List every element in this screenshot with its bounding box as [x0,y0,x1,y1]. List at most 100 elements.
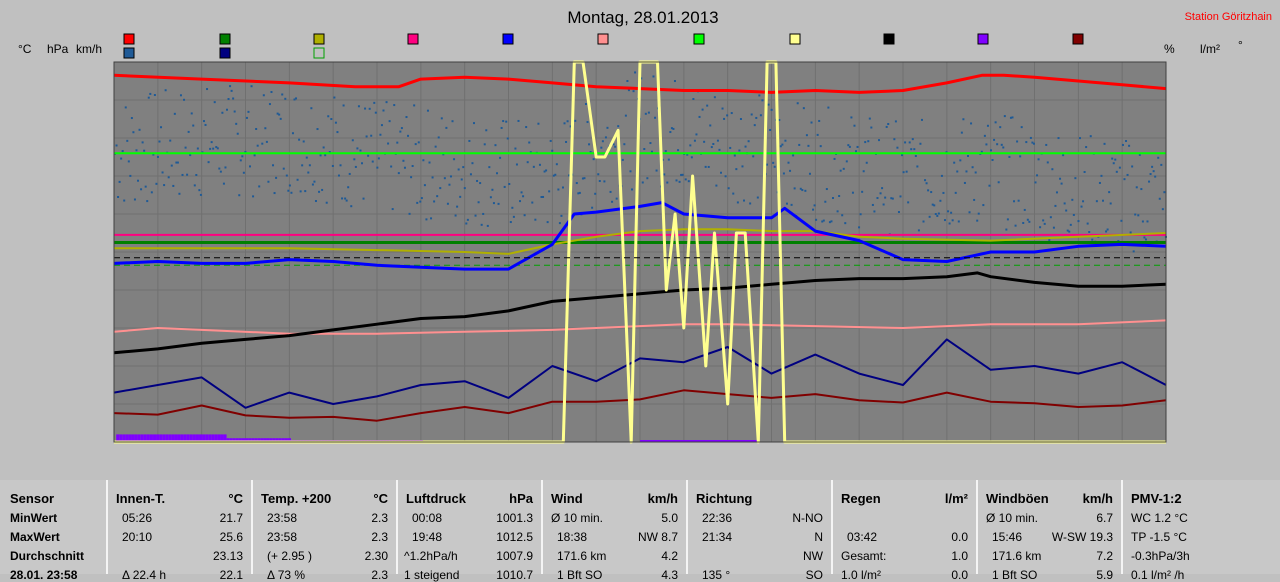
richtung-point [591,206,594,209]
richtung-point [799,187,802,190]
regen-bar [171,434,175,442]
richtung-point [1138,153,1141,156]
richtung-point [940,174,943,177]
richtung-point [965,170,968,173]
richtung-point [123,199,126,202]
richtung-point [686,153,689,156]
richtung-point [190,112,193,115]
richtung-point [551,149,554,152]
richtung-point [1137,214,1140,217]
richtung-point [466,218,469,221]
unit-lm2: l/m² [1200,42,1220,56]
regen-max-time: 03:42 [847,530,878,544]
regen-bar [180,434,184,442]
regen-bar [272,438,276,442]
luft-min-time: 00:08 [412,511,443,525]
richtung-point [224,166,227,169]
richtung-point [733,154,736,157]
richtung-point [1158,197,1161,200]
regen-bar [214,434,218,442]
richtung-point [675,179,678,182]
regen-max-value: 0.0 [951,530,968,544]
richtung-point [549,139,552,142]
richtung-point [534,218,537,221]
richtung-point [1063,202,1066,205]
richtung-point [721,107,724,110]
richtung-point [222,182,225,185]
richtung-point [925,182,928,185]
richtung-point [821,220,824,223]
legend-swatch [219,33,231,45]
richtung-point [736,201,739,204]
richtung-max-value: N [814,530,823,544]
richtung-point [321,188,324,191]
richtung-point [808,172,811,175]
richtung-point [770,108,773,111]
richtung-point [327,115,330,118]
boen-avg-value: 7.2 [1096,549,1113,563]
wind-avg10-label: Ø 10 min. [551,511,604,525]
richtung-point [351,139,354,142]
regen-bar [143,434,147,442]
richtung-point [1072,213,1075,216]
richtung-point [397,172,400,175]
richtung-point [370,134,373,137]
richtung-point [1111,157,1114,160]
richtung-point [759,114,762,117]
richtung-point [408,212,411,215]
richtung-point [818,119,821,122]
richtung-min-value: N-NO [792,511,823,525]
richtung-point [376,166,379,169]
unit-percent: % [1164,42,1175,56]
luft-trend: ^1.2hPa/h [404,549,458,563]
richtung-point [216,147,219,150]
richtung-point [855,150,858,153]
richtung-point [1118,166,1121,169]
stats-wind-column: Wind km/h Ø 10 min. 5.0 18:38 NW 8.7 171… [543,480,688,582]
t200-max-time: 23:58 [267,530,298,544]
luft-extra: 1 steigend [404,568,460,582]
richtung-point [951,219,954,222]
richtung-point [359,149,362,152]
richtung-point [502,120,505,123]
richtung-point [957,220,960,223]
richtung-min-time: 22:36 [702,511,733,525]
legend-swatch [789,33,801,45]
richtung-point [1115,170,1118,173]
richtung-point [270,91,273,94]
richtung-point [514,147,517,150]
richtung-point [626,80,629,83]
richtung-point [379,133,382,136]
wind-avg10-value: 5.0 [661,511,678,525]
richtung-point [414,143,417,146]
richtung-point [135,149,138,152]
richtung-point [479,182,482,185]
richtung-point [724,175,727,178]
regen-current-value: 0.0 [951,568,968,582]
richtung-point [917,229,920,232]
richtung-point [684,178,687,181]
richtung-point [690,156,693,159]
richtung-point [873,210,876,213]
richtung-point [175,161,178,164]
richtung-point [617,125,620,128]
richtung-point [1160,163,1163,166]
richtung-point [836,210,839,213]
richtung-point [565,140,568,143]
innen-extra: Δ 22.4 h [122,568,167,582]
richtung-point [934,213,937,216]
richtung-point [629,170,632,173]
t200-min-value: 2.3 [371,511,388,525]
richtung-point [476,179,479,182]
richtung-point [361,162,364,165]
richtung-point [841,214,844,217]
richtung-point [812,208,815,211]
richtung-point [436,195,439,198]
richtung-point [316,128,319,131]
stats-wind-unit: km/h [647,491,678,506]
richtung-point [218,167,221,170]
richtung-point [275,176,278,179]
richtung-point [710,146,713,149]
richtung-point [687,180,690,183]
richtung-point [1152,170,1155,173]
